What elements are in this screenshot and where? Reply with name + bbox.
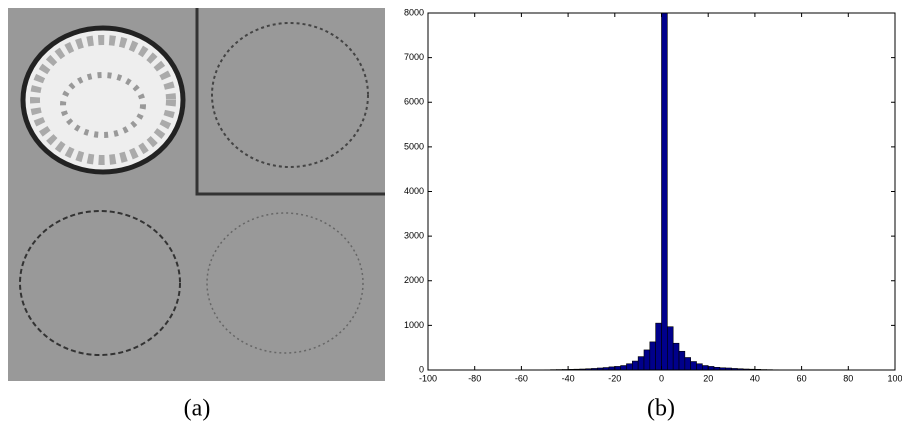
y-tick-label: 2000 (404, 275, 424, 285)
caption: (a) (184, 396, 211, 422)
x-tick-label: -20 (608, 373, 621, 383)
x-tick-label: 80 (843, 373, 853, 383)
bar (679, 351, 685, 370)
x-tick-label: 20 (703, 373, 713, 383)
y-tick-label: 8000 (404, 7, 424, 17)
y-tick-label: 0 (419, 364, 424, 374)
bar (632, 361, 638, 370)
bar (650, 342, 656, 370)
bar (644, 350, 650, 370)
bar (656, 323, 662, 370)
y-tick-label: 1000 (404, 320, 424, 330)
bar (702, 366, 708, 370)
y-tick-label: 7000 (404, 52, 424, 62)
bar (697, 364, 703, 370)
bar (638, 357, 644, 370)
y-tick-label: 6000 (404, 97, 424, 107)
bar (662, 13, 668, 370)
x-tick-label: -40 (562, 373, 575, 383)
x-tick-label: 40 (750, 373, 760, 383)
x-tick-label: 100 (887, 373, 902, 383)
caption: (b) (647, 396, 675, 422)
bar (667, 327, 673, 370)
x-tick-label: 0 (659, 373, 664, 383)
image-panel (8, 8, 385, 381)
bar (708, 366, 714, 370)
x-tick-label: -100 (419, 373, 437, 383)
bar (621, 366, 627, 370)
y-tick-label: 5000 (404, 141, 424, 151)
y-tick-label: 3000 (404, 231, 424, 241)
x-tick-label: -60 (515, 373, 528, 383)
y-tick-label: 4000 (404, 186, 424, 196)
bar (685, 358, 691, 370)
x-tick-label: 60 (797, 373, 807, 383)
brain-slice (23, 28, 183, 172)
bar (615, 366, 621, 370)
bar (673, 343, 679, 370)
bar (691, 362, 697, 370)
bar (626, 364, 632, 370)
x-tick-label: -80 (468, 373, 481, 383)
